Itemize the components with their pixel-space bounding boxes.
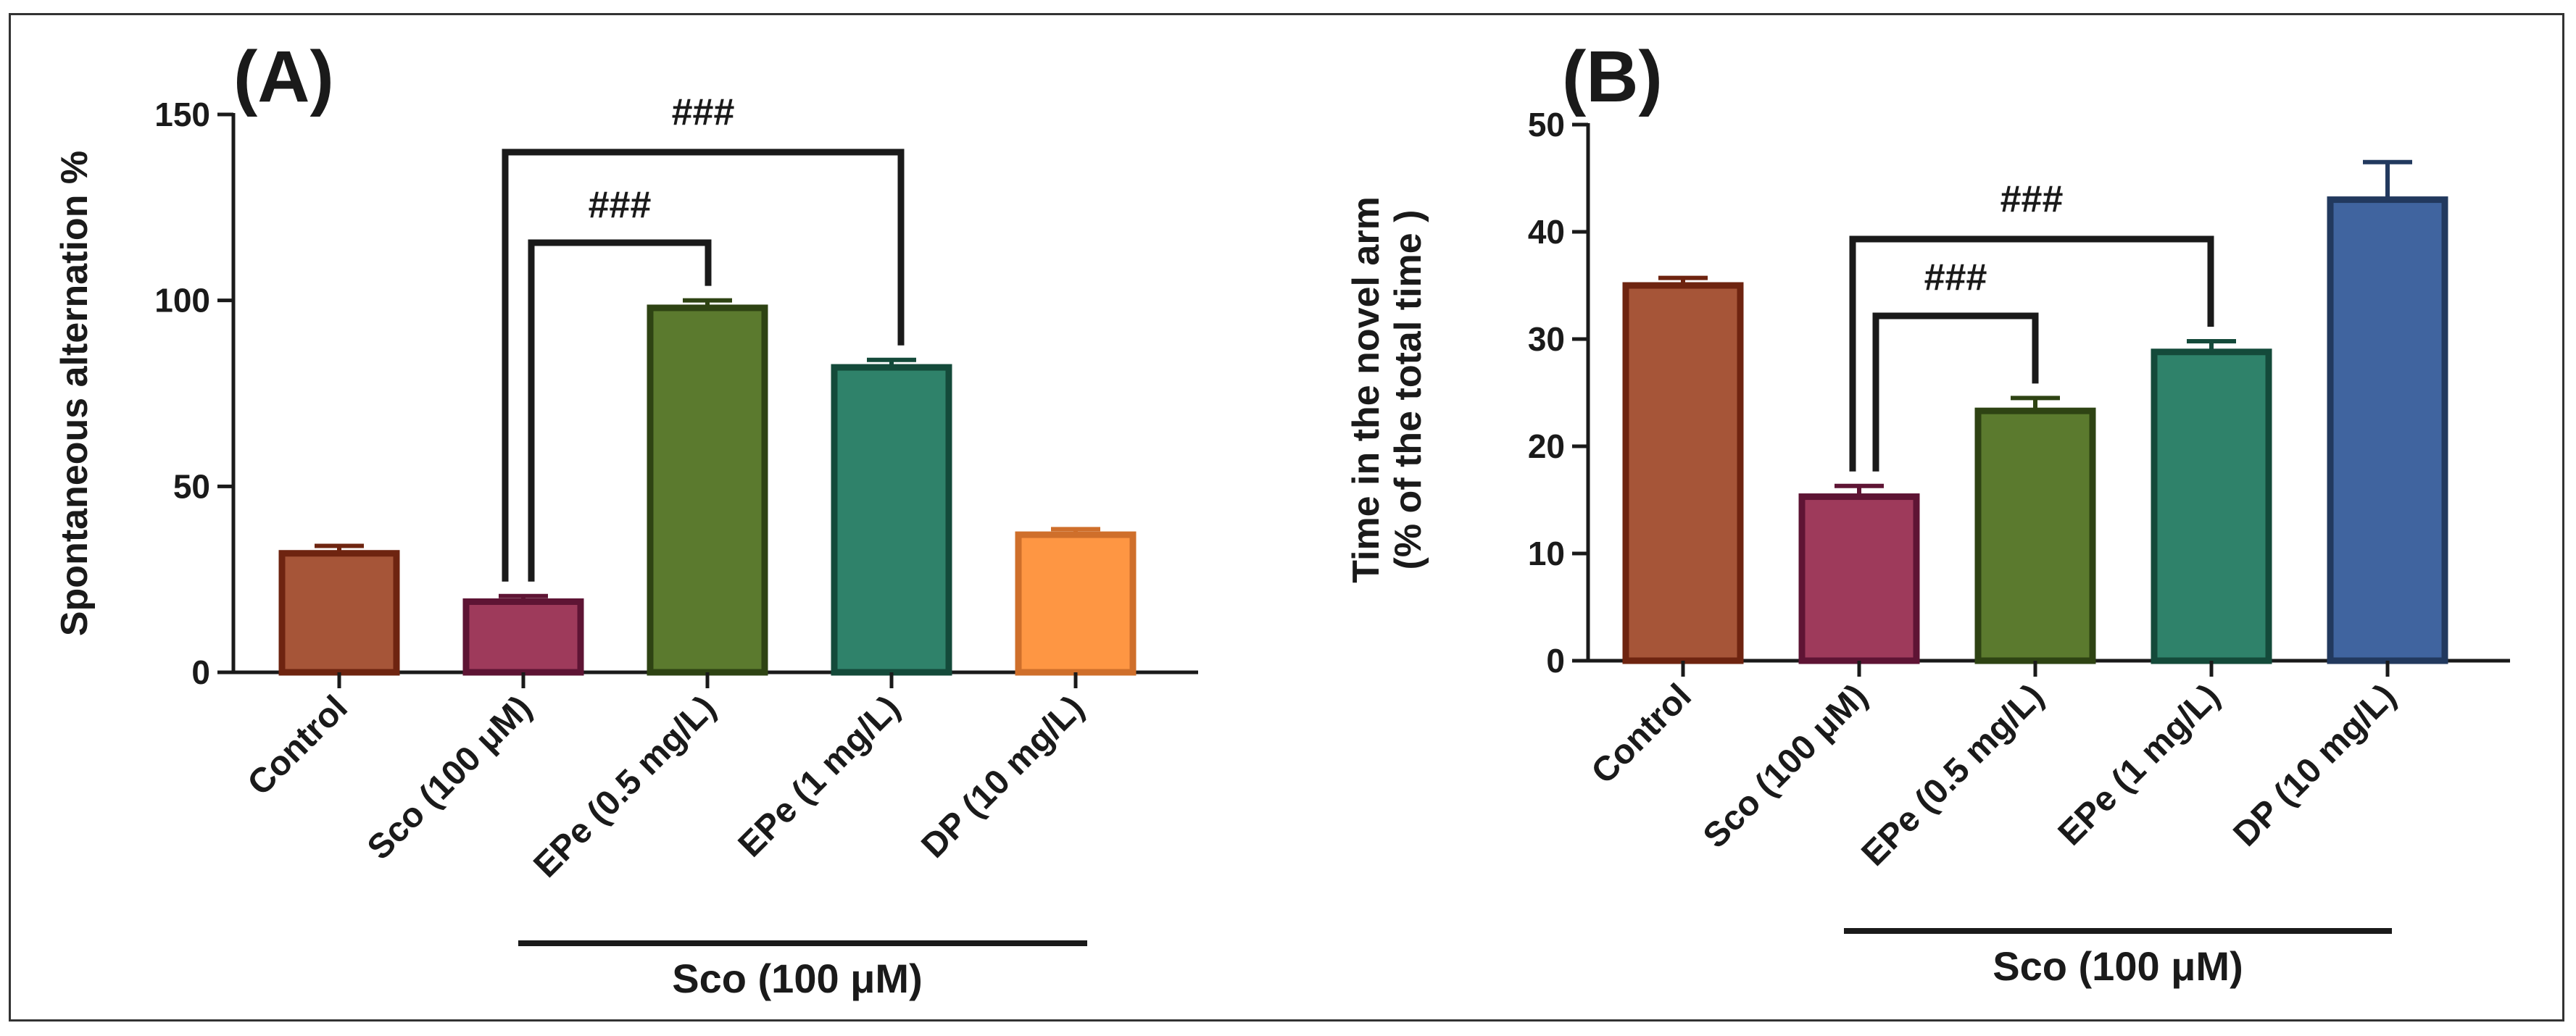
figure-frame xyxy=(9,13,2564,1022)
panel-b-bar xyxy=(1798,493,1920,664)
panel-b-bar xyxy=(1622,282,1744,664)
panel-b-y-tick-label: 40 xyxy=(1528,213,1565,251)
panel-a-x-tick-label: DP (10 mg/L) xyxy=(914,688,1091,865)
panel-a-significance-label: ### xyxy=(589,184,652,226)
panel-b-bar xyxy=(2151,348,2272,664)
panel-a-label: (A) xyxy=(233,36,334,117)
panel-a-x-tick-label: Sco (100 μM) xyxy=(360,688,539,867)
panel-b-y-tick-label: 30 xyxy=(1528,320,1565,358)
panel-b-group-label: Sco (100 μM) xyxy=(1993,943,2243,989)
panel-b-significance-bracket xyxy=(1872,312,2039,472)
panel-a-bar xyxy=(278,550,400,676)
panel-a-x-tick-label: EPe (0.5 mg/L) xyxy=(526,688,723,885)
panel-b-y-tick-label: 50 xyxy=(1528,106,1565,143)
panel-b-y-tick-label: 10 xyxy=(1528,535,1565,572)
panel-a-bar xyxy=(647,304,768,676)
panel-b-y-tick-label: 20 xyxy=(1528,427,1565,465)
panel-b-label: (B) xyxy=(1562,36,1663,117)
panel-a-bar xyxy=(1015,531,1137,676)
panel-a-y-tick-label: 50 xyxy=(173,467,210,505)
panel-b-bar xyxy=(2327,196,2448,664)
panel-a-y-label: Spontaneous alternation % xyxy=(54,151,96,636)
panel-a-x-tick-label: Control xyxy=(241,688,355,803)
panel-b-x-tick-label: Control xyxy=(1584,677,1699,791)
panel-b-y-label-line1: Time in the novel arm xyxy=(1345,196,1387,583)
panel-b-x-tick-label: Sco (100 μM) xyxy=(1696,677,1875,856)
panel-b-x-tick-label: EPe (1 mg/L) xyxy=(2051,677,2227,853)
panel-b-x-tick-label: EPe (0.5 mg/L) xyxy=(1854,677,2051,873)
panel-a-significance-bracket xyxy=(502,149,905,582)
panel-a-y-tick-label: 150 xyxy=(154,96,210,133)
panel-a-significance-bracket xyxy=(528,239,712,582)
panel-b-significance-label: ### xyxy=(1924,256,1987,298)
panel-a-significance-label: ### xyxy=(672,91,735,133)
panel-b-y-label-line2: (% of the total time ) xyxy=(1387,210,1429,570)
panel-a-bar xyxy=(831,364,952,676)
panel-a-bar xyxy=(462,598,584,676)
panel-a-group-label: Sco (100 μM) xyxy=(672,956,922,1001)
panel-b-bar xyxy=(1974,407,2096,664)
panel-a-y-tick-label: 0 xyxy=(191,653,210,691)
panel-b-x-tick-label: DP (10 mg/L) xyxy=(2226,677,2403,853)
panel-b-significance-bracket xyxy=(1849,235,2214,472)
panel-b-significance-label: ### xyxy=(2000,178,2064,220)
panel-a-y-tick-label: 100 xyxy=(154,282,210,319)
panel-b-y-tick-label: 0 xyxy=(1546,642,1565,680)
panel-a-x-tick-label: EPe (1 mg/L) xyxy=(731,688,907,864)
